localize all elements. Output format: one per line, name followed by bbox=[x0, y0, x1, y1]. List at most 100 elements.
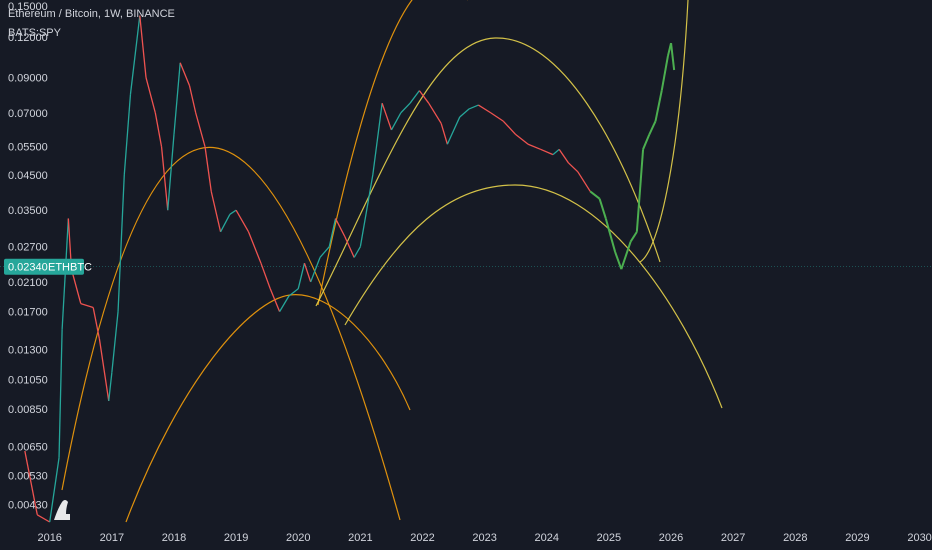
price-tag-value: 0.02340 bbox=[8, 262, 48, 274]
price-candle-segment bbox=[515, 134, 529, 145]
price-candle-segment bbox=[629, 231, 638, 243]
price-candle-segment bbox=[440, 123, 448, 145]
price-candle-segment bbox=[654, 90, 663, 122]
price-candle-segment bbox=[139, 15, 147, 78]
y-tick-label: 0.12000 bbox=[8, 32, 48, 44]
price-candle-segment bbox=[390, 112, 402, 131]
y-tick-label: 0.04500 bbox=[8, 170, 48, 182]
price-candle-segment bbox=[310, 257, 321, 283]
price-candle-segment bbox=[229, 209, 237, 215]
x-tick-label: 2016 bbox=[37, 532, 61, 544]
price-candle-segment bbox=[604, 218, 617, 253]
y-tick-label: 0.00850 bbox=[8, 404, 48, 416]
price-candle-segment bbox=[468, 104, 479, 110]
price-candle-segment bbox=[558, 148, 570, 164]
price-candle-segment bbox=[660, 55, 669, 91]
price-candle-segment bbox=[188, 85, 197, 114]
price-candle-segment bbox=[648, 120, 657, 135]
y-tick-label: 0.02700 bbox=[8, 242, 48, 254]
y-tick-label: 0.00530 bbox=[8, 470, 48, 482]
price-candle-segment bbox=[36, 514, 51, 523]
price-candle-segment bbox=[92, 307, 101, 340]
price-candle-segment bbox=[24, 450, 38, 515]
price-candle-segment bbox=[568, 162, 579, 173]
x-tick-label: 2020 bbox=[286, 532, 310, 544]
price-candle-segment bbox=[502, 120, 517, 135]
x-tick-label: 2028 bbox=[783, 532, 807, 544]
price-candle-segment bbox=[173, 62, 181, 135]
x-tick-label: 2018 bbox=[162, 532, 186, 544]
price-candle-segment bbox=[372, 103, 383, 176]
trend-arc bbox=[315, 37, 661, 307]
price-candle-segment bbox=[129, 15, 141, 95]
x-tick-label: 2022 bbox=[410, 532, 434, 544]
price-candle-segment bbox=[145, 77, 156, 114]
y-tick-label: 0.01050 bbox=[8, 374, 48, 386]
price-candle-segment bbox=[490, 112, 504, 122]
x-tick-label: 2027 bbox=[721, 532, 745, 544]
price-candle-segment bbox=[219, 213, 231, 233]
x-tick-label: 2026 bbox=[659, 532, 683, 544]
y-tick-label: 0.02100 bbox=[8, 277, 48, 289]
price-candle-segment bbox=[620, 241, 632, 270]
price-candle-segment bbox=[80, 302, 94, 309]
price-candle-segment bbox=[577, 171, 591, 192]
price-candle-segment bbox=[210, 191, 222, 233]
price-candle-segment bbox=[269, 288, 281, 312]
y-tick-label: 0.05500 bbox=[8, 142, 48, 154]
x-tick-label: 2025 bbox=[597, 532, 621, 544]
price-candle-segment bbox=[598, 198, 607, 219]
price-candle-segment bbox=[478, 104, 492, 114]
price-candle-segment bbox=[589, 190, 601, 200]
trend-arc bbox=[61, 146, 401, 521]
price-candle-segment bbox=[614, 251, 623, 270]
price-candle-segment bbox=[319, 246, 330, 258]
price-candle-segment bbox=[552, 148, 560, 156]
price-candle-segment bbox=[400, 102, 411, 114]
y-tick-label: 0.09000 bbox=[8, 73, 48, 85]
price-candle-segment bbox=[459, 108, 470, 118]
x-tick-label: 2029 bbox=[845, 532, 869, 544]
symbol-title: Ethereum / Bitcoin, 1W, BINANCE bbox=[8, 8, 175, 20]
y-tick-label: 0.00430 bbox=[8, 500, 48, 512]
trend-arc bbox=[125, 294, 411, 523]
price-candle-segment bbox=[540, 148, 554, 156]
price-candle-segment bbox=[98, 338, 110, 402]
trend-arc bbox=[639, 0, 689, 263]
platform-logo-icon bbox=[54, 500, 70, 520]
price-candle-segment bbox=[70, 269, 82, 304]
price-candle-segment bbox=[288, 288, 299, 297]
price-candle-segment bbox=[409, 90, 420, 104]
price-candle-segment bbox=[635, 149, 645, 232]
price-candle-segment bbox=[446, 116, 461, 145]
compare-symbol-label: BATS:SPY bbox=[8, 27, 61, 39]
price-candle-segment bbox=[247, 231, 262, 264]
price-tag-ticker: ETHBTC bbox=[48, 262, 92, 274]
x-tick-label: 2021 bbox=[348, 532, 372, 544]
price-candle-segment bbox=[204, 146, 212, 192]
x-tick-label: 2030 bbox=[907, 532, 931, 544]
price-candle-segment bbox=[260, 262, 271, 290]
price-candle-segment bbox=[179, 62, 191, 86]
price-candle-segment bbox=[527, 143, 541, 150]
price-candle-segment bbox=[160, 146, 169, 211]
price-candle-segment bbox=[381, 102, 393, 131]
price-candle-segment bbox=[154, 112, 163, 147]
price-candle-segment bbox=[235, 209, 250, 233]
price-tag-box bbox=[4, 258, 84, 275]
y-tick-label: 0.07000 bbox=[8, 108, 48, 120]
price-candle-segment bbox=[418, 90, 430, 104]
price-candle-segment bbox=[167, 134, 175, 211]
price-candle-segment bbox=[359, 174, 374, 247]
price-candle-segment bbox=[670, 43, 676, 71]
x-tick-label: 2017 bbox=[100, 532, 124, 544]
y-tick-label: 0.15000 bbox=[8, 1, 48, 13]
price-candle-segment bbox=[344, 236, 355, 258]
price-candle-segment bbox=[58, 329, 63, 458]
price-candle-segment bbox=[49, 457, 60, 523]
x-tick-label: 2019 bbox=[224, 532, 248, 544]
price-candle-segment bbox=[279, 295, 290, 312]
price-candle-segment bbox=[428, 102, 442, 124]
y-tick-label: 0.00650 bbox=[8, 442, 48, 454]
